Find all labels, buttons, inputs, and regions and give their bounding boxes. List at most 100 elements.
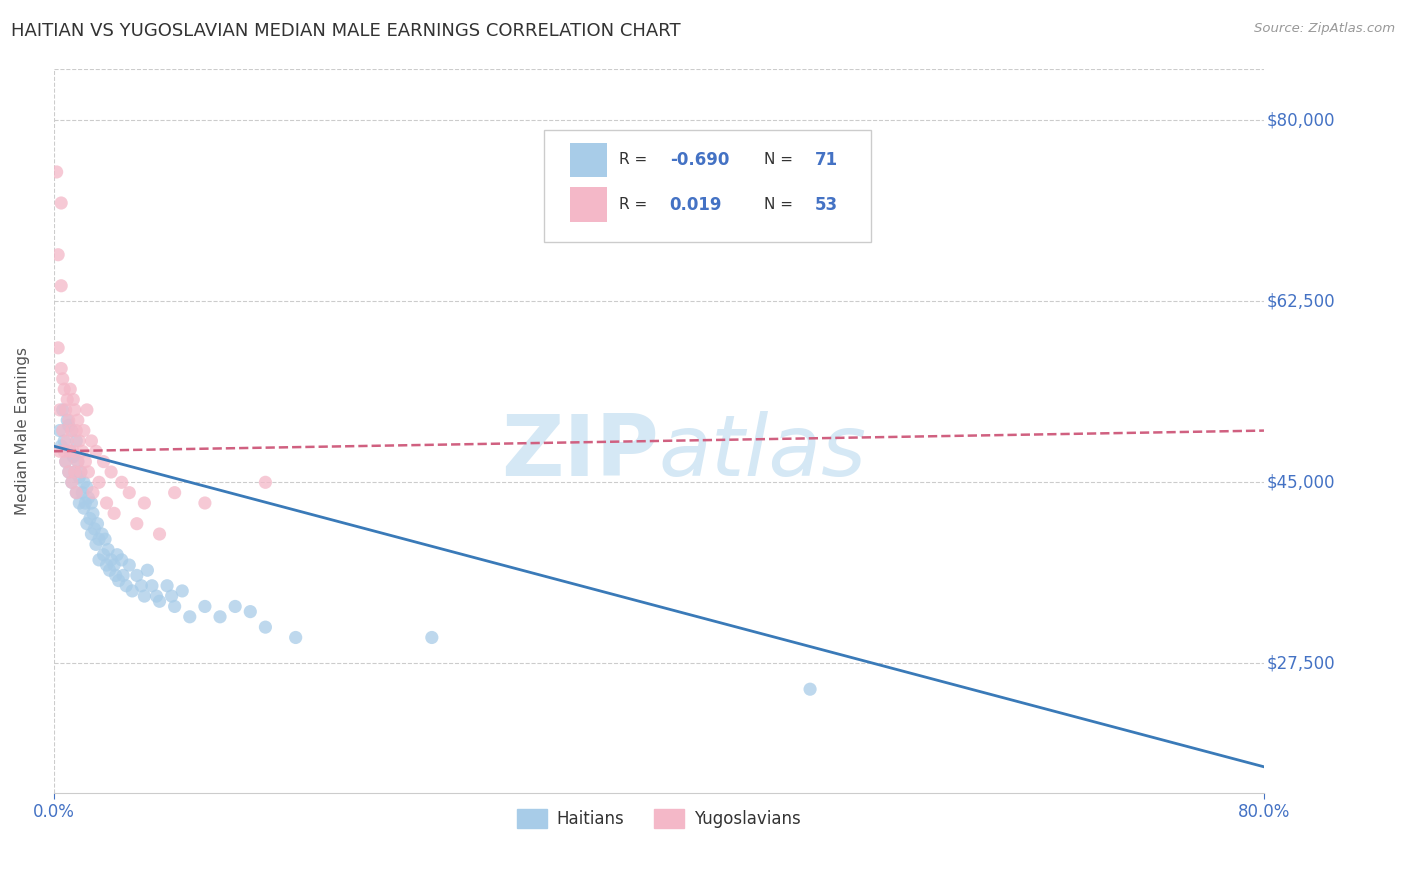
Point bbox=[118, 558, 141, 572]
Point bbox=[84, 537, 107, 551]
Point bbox=[72, 444, 94, 458]
Point bbox=[134, 496, 156, 510]
Point bbox=[48, 444, 70, 458]
Text: atlas: atlas bbox=[659, 411, 866, 494]
Point bbox=[53, 434, 76, 448]
Point bbox=[105, 548, 128, 562]
Point bbox=[136, 563, 159, 577]
Text: Source: ZipAtlas.com: Source: ZipAtlas.com bbox=[1254, 22, 1395, 36]
Point bbox=[284, 631, 307, 645]
Point bbox=[80, 434, 103, 448]
Text: HAITIAN VS YUGOSLAVIAN MEDIAN MALE EARNINGS CORRELATION CHART: HAITIAN VS YUGOSLAVIAN MEDIAN MALE EARNI… bbox=[11, 22, 681, 40]
Text: $80,000: $80,000 bbox=[1267, 112, 1334, 129]
Point bbox=[58, 413, 80, 427]
Point bbox=[254, 620, 277, 634]
Text: N =: N = bbox=[763, 153, 799, 168]
Point bbox=[65, 485, 87, 500]
Point bbox=[107, 574, 129, 588]
Point bbox=[115, 579, 138, 593]
Point bbox=[194, 599, 217, 614]
Point bbox=[98, 563, 121, 577]
Point bbox=[77, 491, 100, 505]
Point bbox=[73, 475, 96, 490]
Point bbox=[208, 609, 231, 624]
Point bbox=[63, 465, 86, 479]
Text: 71: 71 bbox=[815, 151, 838, 169]
Point bbox=[67, 496, 90, 510]
Point bbox=[60, 424, 83, 438]
Point bbox=[84, 444, 107, 458]
Point bbox=[59, 444, 82, 458]
Point bbox=[239, 605, 262, 619]
Point bbox=[179, 609, 201, 624]
Point bbox=[62, 450, 84, 464]
Point bbox=[56, 434, 79, 448]
Point bbox=[77, 465, 100, 479]
Point bbox=[45, 165, 67, 179]
Point bbox=[82, 485, 104, 500]
Point bbox=[134, 589, 156, 603]
Text: 0.019: 0.019 bbox=[669, 196, 723, 214]
Point bbox=[62, 392, 84, 407]
Point bbox=[59, 382, 82, 396]
Point bbox=[46, 341, 69, 355]
Point bbox=[103, 506, 125, 520]
Point bbox=[76, 516, 98, 531]
Point bbox=[59, 444, 82, 458]
Point bbox=[66, 455, 89, 469]
Point bbox=[73, 424, 96, 438]
Point bbox=[60, 475, 83, 490]
Point bbox=[112, 568, 135, 582]
Point bbox=[96, 496, 118, 510]
Point bbox=[80, 496, 103, 510]
Text: R =: R = bbox=[619, 153, 652, 168]
Point bbox=[799, 682, 821, 697]
Point bbox=[420, 631, 443, 645]
Point bbox=[145, 589, 167, 603]
Point bbox=[76, 403, 98, 417]
Point bbox=[67, 470, 90, 484]
Point bbox=[73, 501, 96, 516]
Text: R =: R = bbox=[619, 197, 652, 212]
Point bbox=[141, 579, 163, 593]
Point bbox=[53, 444, 76, 458]
Point bbox=[63, 403, 86, 417]
Y-axis label: Median Male Earnings: Median Male Earnings bbox=[15, 347, 30, 515]
Point bbox=[66, 455, 89, 469]
Point bbox=[66, 413, 89, 427]
Point bbox=[75, 496, 97, 510]
Point bbox=[60, 475, 83, 490]
Point bbox=[111, 553, 134, 567]
Point bbox=[55, 403, 77, 417]
Point bbox=[83, 522, 105, 536]
Point bbox=[125, 516, 148, 531]
Point bbox=[76, 481, 98, 495]
Point bbox=[121, 583, 143, 598]
Point bbox=[125, 568, 148, 582]
Point bbox=[69, 465, 91, 479]
Point bbox=[93, 548, 115, 562]
Point bbox=[148, 594, 170, 608]
Point bbox=[48, 424, 70, 438]
Point bbox=[75, 455, 97, 469]
Point bbox=[58, 465, 80, 479]
Point bbox=[53, 382, 76, 396]
Point bbox=[67, 434, 90, 448]
Point bbox=[51, 361, 73, 376]
Point bbox=[60, 424, 83, 438]
Point bbox=[48, 403, 70, 417]
Point bbox=[91, 527, 114, 541]
Point bbox=[65, 485, 87, 500]
Point bbox=[46, 248, 69, 262]
Legend: Haitians, Yugoslavians: Haitians, Yugoslavians bbox=[510, 803, 807, 835]
Point bbox=[63, 465, 86, 479]
Text: 53: 53 bbox=[815, 196, 838, 214]
Point bbox=[156, 579, 179, 593]
Point bbox=[94, 532, 117, 546]
Point bbox=[80, 527, 103, 541]
Point bbox=[87, 532, 110, 546]
FancyBboxPatch shape bbox=[544, 130, 870, 243]
Point bbox=[118, 485, 141, 500]
Point bbox=[93, 455, 115, 469]
Point bbox=[65, 434, 87, 448]
